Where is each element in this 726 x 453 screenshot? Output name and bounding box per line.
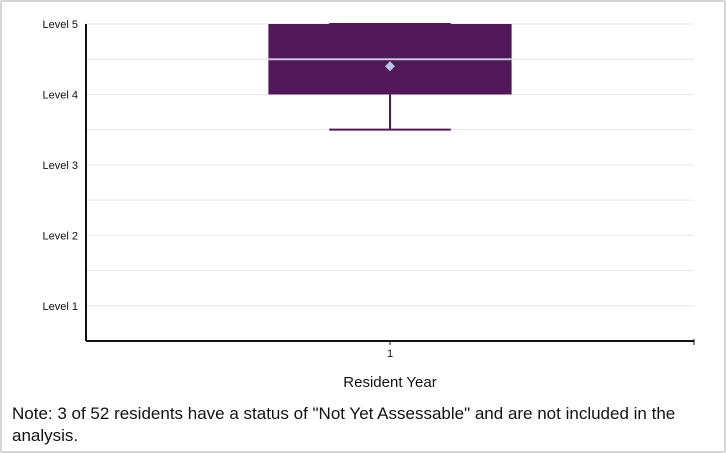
y-tick-label: Level 4 xyxy=(43,89,78,101)
y-tick-label: Level 1 xyxy=(43,301,78,313)
box-plot-chart: Level 1 Level 2 Level 3 Level 4 Level 5 1 Resi… xyxy=(43,19,695,391)
mean-marker xyxy=(385,61,395,72)
y-tick-label: Level 3 xyxy=(43,160,78,172)
y-tick-label: Level 5 xyxy=(43,19,78,31)
analysis-note: Note: 3 of 52 residents have a status of… xyxy=(12,404,676,445)
y-tick-label: Level 2 xyxy=(43,230,78,242)
x-tick-label: 1 xyxy=(387,348,393,360)
x-axis-title: Resident Year xyxy=(343,374,436,391)
